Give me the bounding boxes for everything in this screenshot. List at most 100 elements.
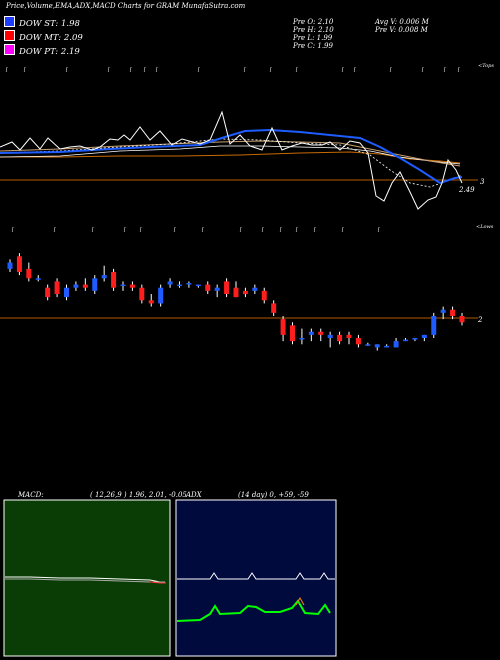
candle-up <box>384 345 390 348</box>
candle-down <box>280 319 286 335</box>
ema-dotted-line <box>0 138 463 188</box>
macd-params: ( 12,26,9 ) 1.96, 2.01, -0.05 <box>90 491 187 499</box>
top-marker: ʃ <box>155 67 158 73</box>
top-marker: ʃ <box>443 67 446 73</box>
low-marker: ʃ <box>11 227 14 233</box>
top-marker: ʃ <box>65 67 68 73</box>
candle-down <box>205 284 211 291</box>
low-marker: ʃ <box>377 227 380 233</box>
stat-low: Pre L: 1.99 <box>293 34 333 42</box>
top-marker: ʃ <box>243 67 246 73</box>
lows-label: <Lows <box>476 224 494 230</box>
candle-down <box>54 281 60 294</box>
legend-label: DOW MT: 2.09 <box>19 33 83 43</box>
candle-up <box>120 284 126 287</box>
top-marker: ʃ <box>389 67 392 73</box>
candle-down <box>242 290 248 294</box>
candle-down <box>82 284 88 288</box>
candle-up <box>365 344 371 346</box>
candle-down <box>233 287 239 298</box>
candle-down <box>271 303 277 313</box>
candle-down <box>129 284 135 288</box>
candle-down <box>139 287 145 301</box>
top-marker: ʃ <box>5 67 8 73</box>
price-right-tick: 2 <box>478 316 483 324</box>
stat-close: Pre C: 1.99 <box>293 42 333 50</box>
candle-up <box>73 284 79 288</box>
candle-up <box>403 339 408 342</box>
top-marker: ʃ <box>107 67 110 73</box>
macd-hist-line <box>149 581 166 584</box>
candle-up <box>158 287 164 304</box>
top-marker: ʃ <box>295 67 298 73</box>
top-marker: ʃ <box>341 67 344 73</box>
candles <box>7 253 465 351</box>
candle-up <box>92 278 98 291</box>
low-marker: ʃ <box>295 227 298 233</box>
candle-up <box>308 331 314 335</box>
candle-up <box>431 316 437 335</box>
top-marker: ʃ <box>269 67 272 73</box>
ema-level-label: 2.49 <box>459 186 475 194</box>
candle-up <box>412 338 418 340</box>
candle-up <box>214 287 220 291</box>
candle-up <box>35 278 41 280</box>
legend-swatch-st-icon <box>4 16 15 27</box>
candle-up <box>167 281 173 285</box>
low-marker: ʃ <box>139 227 142 233</box>
candle-down <box>346 334 352 338</box>
legend-dow-mt: DOW MT: 2.09 <box>4 30 83 43</box>
stat-avg-volume: Avg V: 0.006 M <box>375 18 429 26</box>
candle-up <box>186 283 192 285</box>
stat-open: Pre O: 2.10 <box>293 18 334 26</box>
candle-up <box>195 284 201 287</box>
adx-orange-line <box>295 596 305 606</box>
adx-frame <box>175 499 337 657</box>
legend-dow-pt: DOW PT: 2.19 <box>4 44 80 57</box>
candle-down <box>148 300 154 304</box>
low-marker: ʃ <box>239 227 242 233</box>
adx-params: (14 day) 0, +59, -59 <box>238 491 309 499</box>
candle-up <box>7 262 13 269</box>
candle-down <box>459 316 465 323</box>
legend-label: DOW ST: 1.98 <box>19 19 80 29</box>
candle-up <box>177 284 182 287</box>
legend-dow-st: DOW ST: 1.98 <box>4 16 80 29</box>
candle-up <box>393 341 399 348</box>
low-marker: ʃ <box>201 227 204 233</box>
candle-down <box>450 309 456 316</box>
adx-name: ADX <box>186 491 202 499</box>
candle-down <box>261 290 267 301</box>
ema-blue-line <box>0 128 463 185</box>
ema-right-tick: 3 <box>480 178 485 186</box>
macd-panel <box>3 499 171 657</box>
legend-label: DOW PT: 2.19 <box>19 47 80 57</box>
top-marker: ʃ <box>197 67 200 73</box>
stat-pre-volume: Pre V: 0.008 M <box>375 26 428 34</box>
top-marker: ʃ <box>23 67 26 73</box>
adx-panel <box>175 499 337 657</box>
candle-up <box>64 287 69 298</box>
candle-down <box>290 325 295 342</box>
top-marker: ʃ <box>143 67 146 73</box>
low-marker: ʃ <box>53 227 56 233</box>
candle-up <box>252 287 258 291</box>
candle-up <box>374 344 380 348</box>
candle-up <box>421 334 427 338</box>
top-marker: ʃ <box>421 67 424 73</box>
low-marker: ʃ <box>173 227 176 233</box>
low-marker: ʃ <box>313 227 316 233</box>
candle-up <box>440 309 446 313</box>
top-marker: ʃ <box>129 67 132 73</box>
legend-swatch-mt-icon <box>4 30 15 41</box>
macd-name: MACD: <box>18 491 44 499</box>
candle-down <box>224 281 230 294</box>
chart-title: Price,Volume,EMA,ADX,MACD Charts for GRA… <box>6 2 246 10</box>
tops-label: <Tops <box>478 63 494 69</box>
top-marker: ʃ <box>353 67 356 73</box>
